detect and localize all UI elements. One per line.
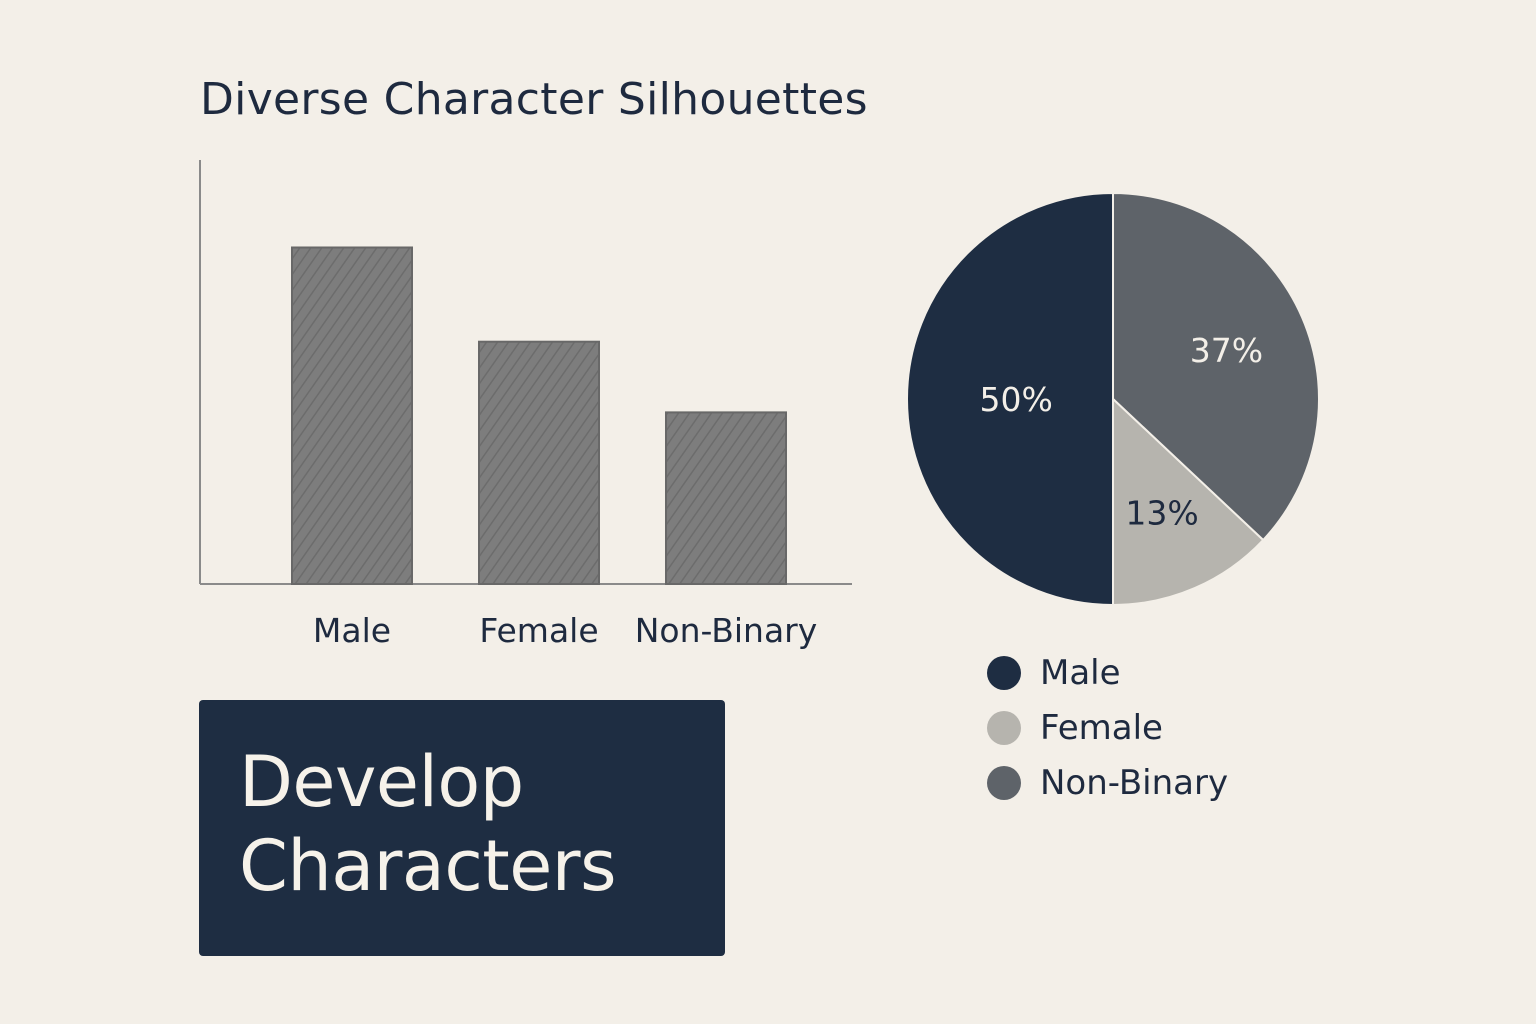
- legend-swatch-female: [987, 710, 1021, 745]
- legend-item-female: Female: [987, 700, 1228, 755]
- x-tick-label-female: Female: [479, 611, 598, 650]
- legend-item-male: Male: [987, 645, 1228, 700]
- bar-female: [478, 340, 600, 586]
- legend-label-non-binary: Non-Binary: [1040, 762, 1229, 803]
- pie-slice-non-binary: [1112, 191, 1320, 542]
- banner-line-2: Characters: [239, 825, 617, 907]
- pie-chart: 37% 13% 50%: [906, 191, 1320, 607]
- legend-item-non-binary: Non-Binary: [987, 755, 1228, 810]
- pie-legend: Male Female Non-Binary: [987, 645, 1228, 810]
- pie-label-non-binary: 37%: [1190, 331, 1263, 370]
- banner-line-1: Develop: [239, 741, 524, 823]
- bar-male: [291, 246, 413, 585]
- pie-label-female: 13%: [1125, 493, 1198, 532]
- page-title: Diverse Character Silhouettes: [200, 74, 868, 125]
- pie-slice-female: [1112, 396, 1265, 607]
- develop-characters-banner: Develop Characters: [199, 700, 725, 956]
- legend-label-female: Female: [1040, 707, 1163, 748]
- bar-non-binary: [665, 411, 787, 585]
- x-tick-label-non-binary: Non-Binary: [635, 611, 818, 650]
- pie-label-male: 50%: [980, 380, 1053, 419]
- pie-slice-male: [906, 191, 1114, 607]
- legend-swatch-male: [987, 655, 1021, 690]
- bar-chart: Male Female Non-Binary: [199, 160, 852, 650]
- x-tick-label-male: Male: [313, 611, 391, 650]
- legend-swatch-non-binary: [987, 765, 1021, 800]
- legend-label-male: Male: [1040, 652, 1121, 693]
